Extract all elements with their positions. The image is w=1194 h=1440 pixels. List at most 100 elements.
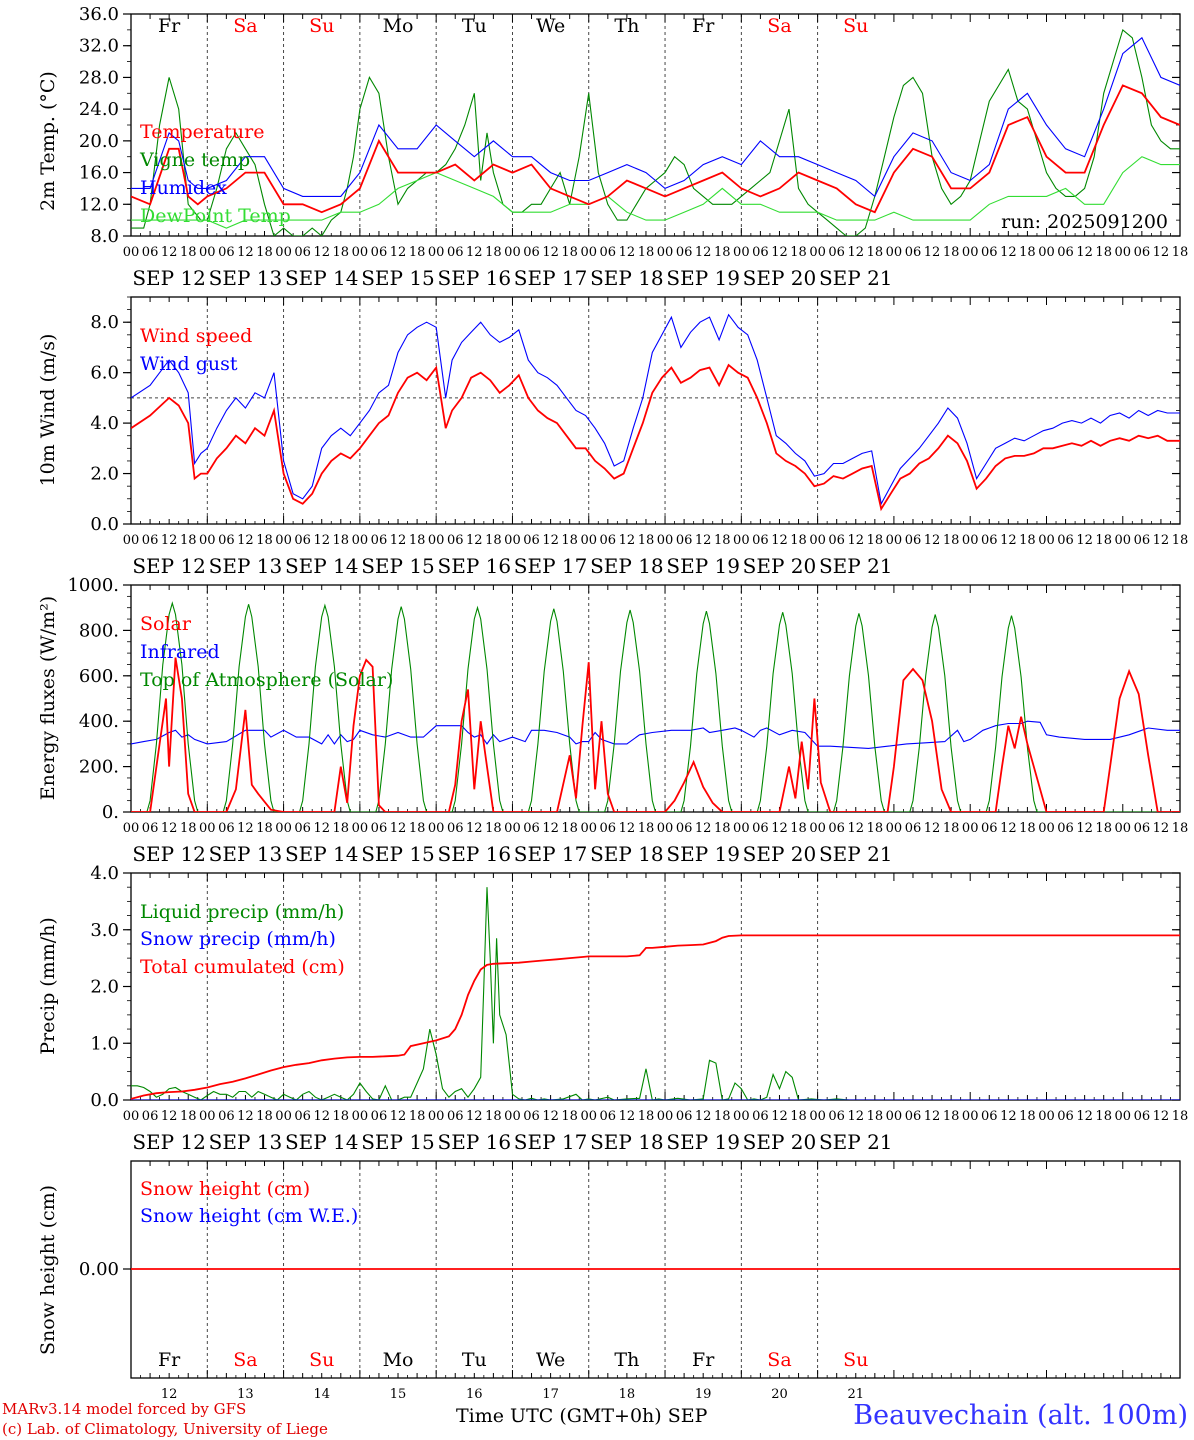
hour-tick-label: 18 xyxy=(638,245,655,260)
hour-tick-label: 00 xyxy=(1115,533,1132,548)
hour-tick-label: 06 xyxy=(600,1109,617,1124)
date-label: SEP 17 xyxy=(514,1130,588,1154)
hour-tick-label: 06 xyxy=(752,821,769,836)
day-number-label: 15 xyxy=(390,1387,407,1402)
hour-tick-label: 06 xyxy=(523,821,540,836)
hour-tick-label: 12 xyxy=(1076,245,1093,260)
hour-tick-label: 12 xyxy=(1000,1109,1017,1124)
hour-tick-label: 18 xyxy=(638,1109,655,1124)
hour-tick-label: 18 xyxy=(1095,533,1112,548)
hour-tick-label: 12 xyxy=(1076,533,1093,548)
hour-tick-label: 12 xyxy=(695,245,712,260)
series-line-dewpoint-temp xyxy=(131,156,1180,229)
hour-tick-label: 06 xyxy=(447,245,464,260)
date-label: SEP 17 xyxy=(514,554,588,578)
hour-tick-label: 06 xyxy=(218,821,235,836)
series-line-solar xyxy=(131,657,1180,812)
day-name-label: Th xyxy=(614,1349,639,1371)
day-name-label: Sa xyxy=(233,1349,257,1371)
hour-tick-label: 06 xyxy=(371,533,388,548)
hour-tick-label: 12 xyxy=(924,245,941,260)
date-label: SEP 15 xyxy=(361,554,435,578)
hour-tick-label: 12 xyxy=(466,1109,483,1124)
hour-tick-label: 06 xyxy=(1134,1109,1151,1124)
hour-tick-label: 00 xyxy=(199,245,216,260)
hour-tick-label: 18 xyxy=(714,533,731,548)
date-label: SEP 13 xyxy=(209,1130,283,1154)
hour-tick-label: 18 xyxy=(561,533,578,548)
y-tick-label: 6.0 xyxy=(90,363,119,384)
hour-tick-label: 12 xyxy=(847,1109,864,1124)
hour-tick-label: 00 xyxy=(199,821,216,836)
hour-tick-label: 00 xyxy=(962,1109,979,1124)
hour-tick-label: 00 xyxy=(886,821,903,836)
hour-tick-label: 00 xyxy=(886,1109,903,1124)
hour-tick-label: 12 xyxy=(695,1109,712,1124)
day-number-label: 12 xyxy=(161,1387,178,1402)
y-tick-label: 0. xyxy=(102,802,119,823)
hour-tick-label: 18 xyxy=(943,245,960,260)
hour-tick-label: 12 xyxy=(771,245,788,260)
y-tick-label: 36.0 xyxy=(79,4,119,25)
hour-tick-label: 06 xyxy=(828,245,845,260)
hour-tick-label: 12 xyxy=(161,821,178,836)
xaxis-month: SEP xyxy=(667,1405,708,1427)
hour-tick-label: 06 xyxy=(600,533,617,548)
date-label: SEP 21 xyxy=(819,842,893,866)
hour-tick-label: 18 xyxy=(409,245,426,260)
hour-tick-label: 00 xyxy=(123,821,140,836)
hour-tick-label: 06 xyxy=(294,821,311,836)
hour-tick-label: 12 xyxy=(466,533,483,548)
day-number-label: 18 xyxy=(619,1387,636,1402)
hour-tick-label: 06 xyxy=(218,1109,235,1124)
day-name-label: Sa xyxy=(233,15,257,37)
hour-tick-label: 06 xyxy=(1134,245,1151,260)
date-label: SEP 15 xyxy=(361,842,435,866)
hour-tick-label: 12 xyxy=(390,821,407,836)
day-name-label: Fr xyxy=(692,15,715,37)
hour-tick-label: 06 xyxy=(294,245,311,260)
hour-tick-label: 18 xyxy=(561,1109,578,1124)
hour-tick-label: 18 xyxy=(1172,533,1189,548)
date-label: SEP 16 xyxy=(438,842,512,866)
y-axis-title: 10m Wind (m/s) xyxy=(37,334,59,487)
hour-tick-label: 12 xyxy=(695,821,712,836)
hour-tick-label: 06 xyxy=(1057,1109,1074,1124)
hour-tick-label: 00 xyxy=(733,1109,750,1124)
date-label: SEP 18 xyxy=(590,266,664,290)
day-name-label: Mo xyxy=(383,1349,414,1371)
legend-entry: Solar xyxy=(140,613,192,635)
hour-tick-label: 00 xyxy=(657,821,674,836)
y-tick-label: 8.0 xyxy=(90,226,119,247)
hour-tick-label: 06 xyxy=(981,245,998,260)
hour-tick-label: 18 xyxy=(1095,821,1112,836)
series-line-wind-speed xyxy=(131,363,1180,512)
day-name-label: Su xyxy=(309,1349,334,1371)
hour-tick-label: 12 xyxy=(390,245,407,260)
legend-entry: Snow height (cm) xyxy=(140,1178,310,1200)
hour-tick-label: 18 xyxy=(1172,821,1189,836)
hour-tick-label: 18 xyxy=(943,821,960,836)
series-line-humidex xyxy=(131,36,1180,198)
y-axis-title: 2m Temp. (°C) xyxy=(37,71,59,211)
hour-tick-label: 12 xyxy=(924,1109,941,1124)
day-name-label: Fr xyxy=(158,15,181,37)
hour-tick-label: 18 xyxy=(1172,1109,1189,1124)
y-tick-label: 1.0 xyxy=(90,1033,119,1054)
hour-tick-label: 06 xyxy=(142,245,159,260)
hour-tick-label: 00 xyxy=(504,1109,521,1124)
legend-entry: Snow precip (mm/h) xyxy=(140,928,336,950)
hour-tick-label: 12 xyxy=(542,533,559,548)
hour-tick-label: 18 xyxy=(790,821,807,836)
hour-tick-label: 00 xyxy=(962,245,979,260)
hour-tick-label: 06 xyxy=(905,1109,922,1124)
hour-tick-label: 06 xyxy=(371,1109,388,1124)
hour-tick-label: 06 xyxy=(1134,533,1151,548)
date-label: SEP 12 xyxy=(132,266,206,290)
date-label: SEP 12 xyxy=(132,842,206,866)
date-label: SEP 16 xyxy=(438,1130,512,1154)
legend-entry: Snow height (cm W.E.) xyxy=(140,1205,358,1227)
date-label: SEP 19 xyxy=(666,266,740,290)
hour-tick-label: 18 xyxy=(714,245,731,260)
hour-tick-label: 12 xyxy=(161,245,178,260)
